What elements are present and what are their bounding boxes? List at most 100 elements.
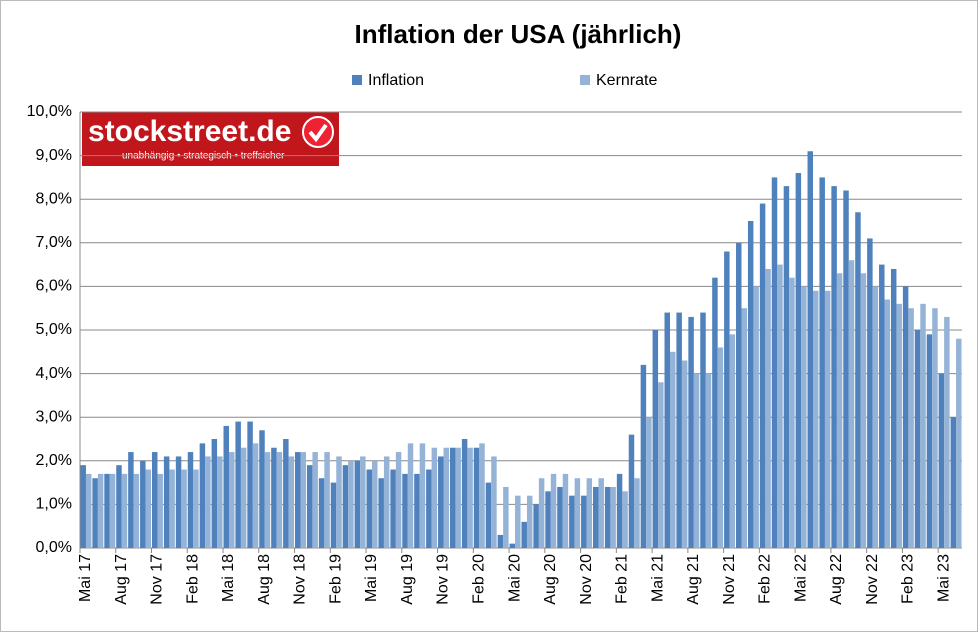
y-tick-label: 7,0% xyxy=(36,234,72,251)
x-tick-label: Nov 22 xyxy=(864,554,881,605)
x-tick-label: Mai 21 xyxy=(649,554,666,602)
bar xyxy=(664,312,670,548)
bar xyxy=(491,456,497,548)
y-tick-label: 6,0% xyxy=(36,278,72,295)
bar xyxy=(652,330,659,548)
bar xyxy=(295,452,301,548)
bar xyxy=(116,465,122,548)
x-tick-label: Mai 23 xyxy=(935,554,952,602)
bar xyxy=(104,473,110,548)
bar xyxy=(407,443,414,548)
bar xyxy=(521,521,527,548)
bar xyxy=(252,443,259,548)
bar xyxy=(819,177,825,548)
x-tick-label: Nov 17 xyxy=(149,554,166,605)
bar xyxy=(855,212,861,548)
logo-name: stockstreet.de xyxy=(88,115,291,148)
bar xyxy=(795,173,802,549)
bar xyxy=(836,273,843,548)
x-tick-label: Feb 19 xyxy=(327,554,344,604)
x-tick-label: Mai 20 xyxy=(506,554,523,602)
bar xyxy=(783,186,790,548)
bar xyxy=(217,456,223,548)
bar xyxy=(509,543,516,548)
logo: stockstreet.de unabhängig • strategisch … xyxy=(82,112,339,166)
legend-label: Inflation xyxy=(368,72,424,89)
bar xyxy=(276,452,283,548)
bar xyxy=(950,417,957,548)
bar xyxy=(693,373,700,548)
bar xyxy=(497,534,504,548)
bar xyxy=(121,473,128,548)
bar xyxy=(80,465,86,548)
bar xyxy=(92,478,98,548)
bar xyxy=(503,486,509,548)
x-tick-label: Mai 19 xyxy=(363,554,380,602)
bar xyxy=(372,460,378,548)
bar xyxy=(681,360,688,548)
bar xyxy=(538,478,545,548)
bar xyxy=(658,382,664,548)
bar xyxy=(932,308,938,548)
bar xyxy=(813,290,819,548)
bar xyxy=(550,473,557,548)
bar xyxy=(801,286,807,548)
bar xyxy=(867,238,873,548)
bar xyxy=(610,486,616,548)
bar xyxy=(264,452,271,548)
x-tick-label: Feb 23 xyxy=(900,554,917,604)
bar xyxy=(163,456,170,548)
x-tick-label: Nov 18 xyxy=(292,554,309,605)
bar xyxy=(920,303,926,548)
bar xyxy=(288,456,295,548)
bar xyxy=(378,478,384,548)
bar xyxy=(890,268,897,548)
bar xyxy=(771,177,778,548)
bar xyxy=(628,434,635,548)
bar xyxy=(199,443,206,548)
y-tick-label: 5,0% xyxy=(36,321,72,338)
bar xyxy=(705,373,712,548)
bar xyxy=(741,308,747,548)
bar xyxy=(848,260,855,548)
bar xyxy=(133,473,140,548)
bar xyxy=(729,334,736,548)
x-tick-label: Mai 22 xyxy=(792,554,809,602)
bar xyxy=(789,277,795,548)
bar xyxy=(175,456,182,548)
bar xyxy=(533,504,539,548)
bar xyxy=(438,456,444,548)
bar xyxy=(169,469,175,548)
bar xyxy=(485,482,492,548)
x-tick-label: Nov 21 xyxy=(721,554,738,605)
bar xyxy=(622,491,628,548)
bar xyxy=(247,421,253,548)
bar xyxy=(157,473,163,548)
bar xyxy=(145,469,152,548)
bar xyxy=(902,286,909,548)
bar xyxy=(205,456,211,548)
y-tick-label: 2,0% xyxy=(36,452,72,469)
bar xyxy=(235,421,241,548)
bar xyxy=(193,469,199,548)
bar xyxy=(765,268,771,548)
bar xyxy=(187,452,194,548)
bar xyxy=(604,486,611,548)
bar xyxy=(348,460,354,548)
bar xyxy=(395,452,402,548)
bar xyxy=(724,251,730,548)
chart-title: Inflation der USA (jährlich) xyxy=(355,19,682,49)
legend-swatch xyxy=(580,75,590,85)
bar xyxy=(140,460,146,548)
bar xyxy=(283,439,289,548)
bar xyxy=(700,312,706,548)
bar xyxy=(473,447,480,548)
bar xyxy=(354,460,361,548)
logo-check xyxy=(308,123,328,143)
bar xyxy=(592,486,599,548)
bar xyxy=(574,478,581,548)
x-tick-label: Mai 17 xyxy=(77,554,94,602)
y-tick-label: 9,0% xyxy=(36,147,72,164)
x-tick-label: Feb 20 xyxy=(471,554,488,604)
